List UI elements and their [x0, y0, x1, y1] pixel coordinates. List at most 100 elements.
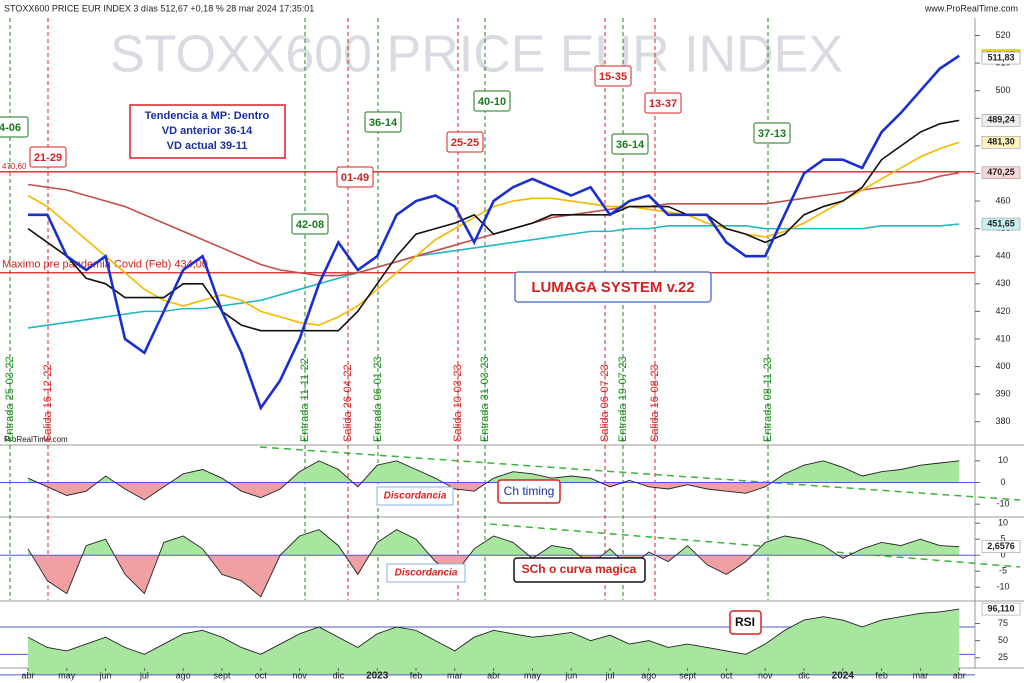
system-box	[514, 271, 712, 303]
x-tick-label: jul	[604, 670, 614, 680]
last-value-label: 489,24	[987, 115, 1015, 125]
signal-label: Salida 16-08-23	[649, 364, 661, 442]
y-tick-label: 430	[995, 278, 1010, 288]
signal-box-label: 42-08	[296, 219, 324, 231]
y-tick-label: 0	[1000, 550, 1005, 560]
last-value-box	[981, 114, 1021, 127]
y-tick-label: 10	[998, 455, 1008, 465]
area-positive	[28, 460, 960, 483]
x-tick-label: mar	[913, 670, 929, 680]
last-value-label: 511,83	[987, 52, 1014, 62]
signal-box-label: 4-06	[0, 122, 21, 134]
signal-label: Entrada 11-11-22	[299, 358, 311, 442]
series-line	[27, 223, 960, 329]
area-positive	[28, 609, 960, 675]
x-tick-label: dic	[333, 670, 345, 680]
x-tick-label: dic	[798, 670, 810, 680]
x-tick-label: 2024	[832, 671, 855, 682]
discordance: Discordancia	[395, 568, 458, 579]
signal-box-label: 40-10	[478, 96, 506, 108]
x-tick-label: oct	[720, 670, 733, 680]
discordance: Discordancia	[384, 491, 447, 502]
x-tick-label: jul	[139, 670, 149, 680]
signal-box	[753, 122, 791, 144]
signal-label: Entrada 25-03-22	[4, 356, 16, 442]
x-tick-label: jun	[564, 670, 577, 680]
area-negative	[28, 482, 960, 500]
panel-title: RSI	[735, 615, 755, 629]
watermark-title: STOXX600 PRICE EUR INDEX	[110, 26, 843, 84]
x-tick-label: feb	[875, 670, 888, 680]
y-tick-label: 440	[995, 251, 1010, 261]
last-value-label: 96,110	[987, 603, 1014, 613]
panel-title: Ch timing	[504, 484, 555, 498]
y-tick-label: 5	[1000, 534, 1005, 544]
signal-box-label: 21-29	[34, 152, 62, 164]
last-value-box	[981, 166, 1021, 180]
signal-box-label: 01-49	[341, 172, 369, 184]
signal-box	[611, 133, 649, 155]
y-tick-label: 460	[995, 195, 1010, 205]
area-negative	[31, 555, 850, 597]
level-label: Maximo pre pandemia Covid (Feb) 434,00	[2, 259, 208, 271]
y-tick-label: 10	[998, 518, 1008, 528]
series-line	[27, 119, 960, 332]
signal-label: Salida 10-03-23	[452, 364, 464, 442]
panel-title: SCh o curva magica	[522, 562, 637, 576]
x-tick-label: oct	[255, 670, 268, 680]
signal-box	[336, 166, 374, 188]
x-tick-label: 2023	[366, 671, 389, 682]
last-value-box	[981, 217, 1021, 231]
y-tick-label: 410	[995, 333, 1010, 343]
signal-box	[594, 65, 632, 87]
trend-box	[129, 104, 286, 159]
y-tick-label: 0	[1000, 477, 1005, 487]
trend-line	[489, 523, 1021, 568]
discordance-box	[376, 486, 454, 506]
signal-box	[0, 116, 29, 138]
y-tick-label: 500	[995, 85, 1010, 95]
signal-label: Entrada 19-07-23	[617, 356, 629, 442]
y-tick-label: 420	[995, 306, 1010, 316]
last-value-box	[981, 135, 1021, 149]
signal-box-label: 37-13	[758, 128, 786, 140]
y-tick-label: 390	[995, 389, 1010, 399]
trend-text: VD actual 39-11	[167, 140, 248, 152]
signal-box	[29, 146, 67, 168]
series-line	[27, 141, 960, 326]
panel-title-box	[497, 479, 561, 504]
panel-title-box	[513, 557, 646, 583]
signal-box	[364, 111, 402, 133]
signal-box-label: 36-14	[369, 117, 398, 129]
y-tick-label: -5	[999, 566, 1007, 576]
y-tick-label: 400	[995, 361, 1010, 371]
last-value-label: 2,6576	[987, 541, 1015, 551]
y-tick-label: -10	[996, 582, 1009, 592]
area-positive	[28, 529, 960, 556]
x-tick-label: ago	[176, 670, 191, 680]
x-tick-label: abr	[21, 670, 34, 680]
site: www.ProRealTime.com	[924, 3, 1018, 13]
x-tick-label: nov	[292, 670, 307, 680]
signal-label: Salida 26-04-22	[342, 364, 354, 442]
header: STOXX600 PRICE EUR INDEX 3 días 512,67 +…	[4, 3, 314, 13]
trend-line	[259, 446, 1021, 501]
last-value-box	[981, 51, 1021, 65]
last-value-label: 470,25	[987, 167, 1015, 177]
y-tick-label: 25	[998, 652, 1008, 662]
signal-box-label: 15-35	[599, 71, 627, 83]
x-tick-label: sept	[679, 670, 697, 680]
signal-box	[446, 131, 484, 153]
signal-box	[291, 213, 329, 235]
x-tick-label: may	[524, 670, 542, 680]
system-label: LUMAGA SYSTEM v.22	[531, 279, 694, 296]
osc-line	[27, 460, 960, 501]
signal-label: Salida 16-12-22	[42, 364, 54, 442]
last-value-box	[981, 602, 1021, 616]
x-tick-label: nov	[758, 670, 773, 680]
signal-label: Entrada 06-01-23	[372, 356, 384, 442]
signal-box-label: 25-25	[451, 137, 479, 149]
signal-box	[644, 92, 682, 114]
